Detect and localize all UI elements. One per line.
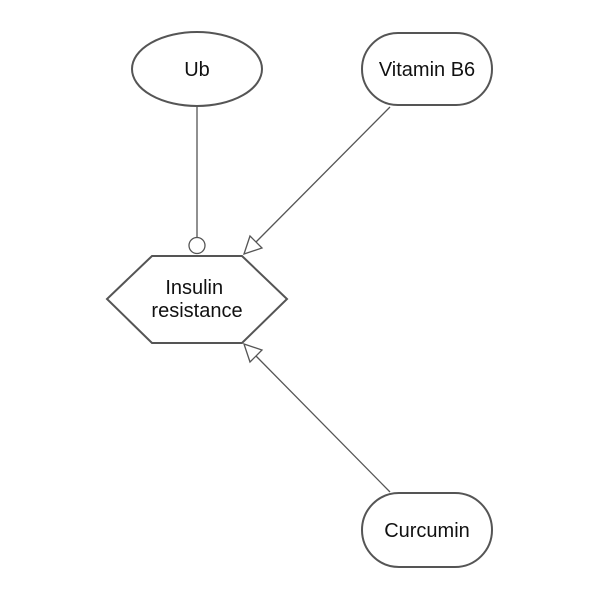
node-insulin-resistance-label: Insulin resistance xyxy=(151,277,242,322)
circle-head-icon xyxy=(188,236,206,255)
edge-ub-to-insulin-resistance xyxy=(188,106,206,255)
open-arrowhead-icon xyxy=(242,342,264,364)
node-curcumin[interactable]: Curcumin xyxy=(361,492,493,568)
edge-vitamin-b6-to-insulin-resistance xyxy=(242,106,391,256)
open-arrowhead-icon xyxy=(242,234,264,256)
edge-curcumin-to-insulin-resistance xyxy=(242,342,391,493)
node-vitamin-b6-label: Vitamin B6 xyxy=(379,59,475,81)
node-insulin-resistance-label-line1: Insulin xyxy=(165,277,223,299)
node-insulin-resistance[interactable]: Insulin resistance xyxy=(105,255,289,344)
node-ub-label: Ub xyxy=(184,59,210,81)
node-curcumin-label: Curcumin xyxy=(384,520,470,542)
node-ub[interactable]: Ub xyxy=(131,31,263,107)
node-vitamin-b6[interactable]: Vitamin B6 xyxy=(361,32,493,106)
node-insulin-resistance-label-line2: resistance xyxy=(151,300,242,322)
